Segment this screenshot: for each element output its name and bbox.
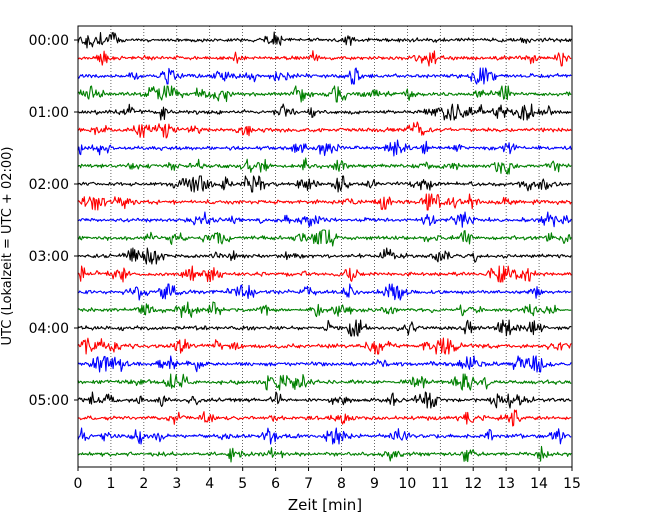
y-tick-label: 01:00 [29,105,69,121]
trace-line-17 [77,319,572,337]
trace-line-23 [77,427,572,445]
y-tick-label: 00:00 [29,33,69,49]
x-tick-label: 1 [106,476,115,492]
x-tick-label: 13 [497,476,515,492]
trace-line-2 [77,50,572,67]
trace-line-21 [77,391,572,409]
trace-line-5 [77,103,572,121]
x-tick-label: 15 [563,476,581,492]
x-axis-ticks: 0 1 2 3 4 5 6 7 8 9 10 11 12 13 14 15 [74,467,581,492]
trace-line-24 [77,445,572,463]
trace-line-6 [77,121,572,139]
x-tick-label: 2 [139,476,148,492]
trace-line-4 [77,85,572,103]
trace-line-7 [77,139,572,157]
seismic-traces [77,31,572,463]
plot-frame [77,25,573,468]
trace-line-22 [77,409,572,427]
trace-line-11 [77,211,572,228]
x-tick-label: 4 [205,476,214,492]
trace-line-18 [77,337,572,355]
trace-line-8 [77,157,572,175]
y-tick-label: 05:00 [29,393,69,409]
y-axis-ticks: 00:00 01:00 02:00 03:00 04:00 05:00 [29,33,78,409]
x-tick-label: 12 [464,476,482,492]
x-tick-label: 7 [304,476,313,492]
trace-line-1 [77,31,572,49]
x-axis-label: Zeit [min] [288,496,362,514]
trace-line-20 [77,373,572,391]
y-tick-label: 03:00 [29,249,69,265]
x-tick-label: 10 [398,476,416,492]
y-tick-label: 02:00 [29,177,69,193]
trace-line-12 [77,229,572,247]
trace-line-13 [77,247,572,265]
x-tick-label: 11 [431,476,449,492]
x-tick-label: 8 [337,476,346,492]
x-tick-label: 9 [370,476,379,492]
x-tick-label: 14 [530,476,548,492]
trace-line-15 [77,283,572,301]
trace-line-16 [77,301,572,319]
trace-line-14 [77,265,572,283]
x-tick-label: 5 [238,476,247,492]
x-tick-label: 6 [271,476,280,492]
trace-line-9 [77,175,572,193]
trace-line-3 [77,67,572,85]
y-axis-label: UTC (Lokalzeit = UTC + 02:00) [0,147,15,346]
trace-line-19 [77,355,572,373]
x-tick-label: 0 [74,476,83,492]
x-tick-label: 3 [172,476,181,492]
y-tick-label: 04:00 [29,321,69,337]
trace-line-10 [77,193,572,211]
